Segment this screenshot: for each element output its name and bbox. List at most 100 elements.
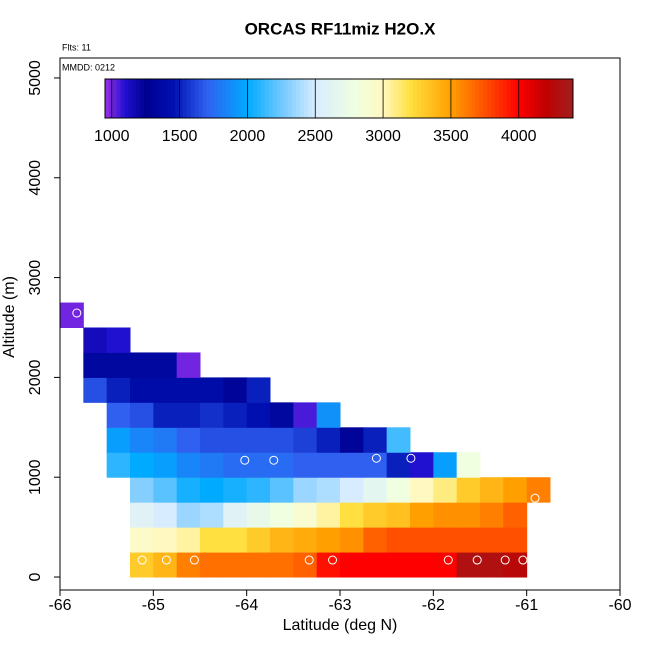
- colorbar-segment: [147, 79, 153, 118]
- colorbar-segment: [366, 79, 371, 118]
- heat-cell: [503, 527, 528, 553]
- heat-cell: [363, 477, 388, 503]
- heat-cell: [200, 527, 224, 553]
- colorbar-segment: [405, 79, 410, 118]
- colorbar-segment: [456, 79, 461, 118]
- heat-cell: [130, 452, 154, 478]
- heat-cell: [363, 527, 388, 553]
- heat-cell: [293, 552, 318, 578]
- colorbar-segment: [155, 79, 161, 118]
- colorbar-segment: [132, 79, 137, 118]
- heat-cell: [246, 552, 271, 578]
- heat-cell: [176, 402, 201, 428]
- heat-cell: [223, 427, 248, 453]
- colorbar-segment: [339, 79, 344, 118]
- colorbar-segment: [276, 79, 281, 118]
- colorbar-segment: [280, 79, 285, 118]
- colorbar-segment: [218, 79, 223, 118]
- colorbar-tick-label: 1000: [94, 128, 130, 145]
- x-tick-label: -66: [48, 597, 71, 614]
- colorbar-segment: [237, 79, 242, 118]
- heat-cell: [456, 477, 481, 503]
- heat-cell: [223, 377, 248, 403]
- colorbar-segment: [105, 79, 110, 118]
- heat-cell: [526, 477, 551, 503]
- colorbar-segment: [140, 79, 145, 118]
- colorbar-segment: [222, 79, 227, 118]
- heat-cell: [433, 477, 458, 503]
- colorbar-segment: [378, 79, 383, 118]
- heat-cell: [410, 452, 434, 478]
- colorbar-segment: [112, 79, 118, 118]
- heat-cell: [83, 352, 108, 378]
- colorbar-segment: [253, 79, 258, 118]
- heat-cell: [433, 527, 458, 553]
- heat-cell: [200, 502, 224, 528]
- x-tick-label: -65: [142, 597, 165, 614]
- annotation: Flts: 11: [62, 42, 91, 52]
- colorbar-segment: [175, 79, 180, 118]
- colorbar-segment: [335, 79, 340, 118]
- data-point: [72, 308, 82, 318]
- colorbar-segment: [522, 79, 527, 118]
- colorbar-segment: [545, 79, 551, 118]
- heat-cell: [246, 477, 271, 503]
- colorbar-segment: [186, 79, 192, 118]
- heat-cell: [246, 427, 271, 453]
- data-point: [328, 555, 338, 565]
- data-point: [189, 555, 199, 565]
- heat-cell: [410, 527, 434, 553]
- heat-cell: [176, 552, 201, 578]
- colorbar-segment: [159, 79, 164, 118]
- colorbar-segment: [163, 79, 168, 118]
- colorbar-segment: [354, 79, 359, 118]
- heat-cell: [386, 452, 411, 478]
- heat-cell: [200, 427, 224, 453]
- colorbar-segment: [534, 79, 539, 118]
- colorbar-segment: [370, 79, 375, 118]
- heat-cell: [340, 552, 364, 578]
- heat-cell: [223, 552, 248, 578]
- heat-cell: [200, 477, 224, 503]
- colorbar-segment: [506, 79, 512, 118]
- colorbar-segment: [233, 79, 239, 118]
- colorbar-segment: [432, 79, 437, 118]
- colorbar-segment: [557, 79, 562, 118]
- colorbar-tick-label: 3000: [365, 128, 401, 145]
- colorbar-segment: [210, 79, 215, 118]
- x-tick-label: -60: [608, 597, 631, 614]
- heat-cell: [153, 452, 178, 478]
- heat-cell: [130, 427, 154, 453]
- heat-cell: [386, 527, 411, 553]
- colorbar-segment: [167, 79, 172, 118]
- heat-cell: [293, 452, 318, 478]
- data-point: [240, 455, 250, 465]
- heat-cell: [270, 402, 294, 428]
- colorbar-segment: [136, 79, 141, 118]
- heat-cell: [340, 477, 364, 503]
- colorbar-segment: [526, 79, 531, 118]
- heat-cell: [270, 477, 294, 503]
- heat-cell: [153, 402, 178, 428]
- colorbar-segment: [487, 79, 492, 118]
- colorbar-segment: [284, 79, 289, 118]
- x-axis-label: Latitude (deg N): [283, 617, 398, 634]
- heat-cell: [270, 452, 294, 478]
- colorbar-tick-label: 1500: [162, 128, 198, 145]
- colorbar-frame: [104, 78, 574, 119]
- heat-cell: [316, 427, 341, 453]
- heat-cell: [480, 527, 504, 553]
- colorbar-segment: [479, 79, 484, 118]
- colorbar-segment: [292, 79, 297, 118]
- heat-cell: [433, 552, 458, 578]
- colorbar-segment: [565, 79, 570, 118]
- colorbar-segment: [417, 79, 422, 118]
- heat-cell: [316, 552, 341, 578]
- heat-cell: [176, 427, 201, 453]
- heat-cell: [153, 527, 178, 553]
- colorbar-segment: [436, 79, 441, 118]
- heat-cell: [340, 502, 364, 528]
- y-axis-label: Altitude (m): [1, 276, 18, 358]
- chart-title: ORCAS RF11miz H2O.X: [245, 19, 436, 38]
- data-point: [304, 555, 314, 565]
